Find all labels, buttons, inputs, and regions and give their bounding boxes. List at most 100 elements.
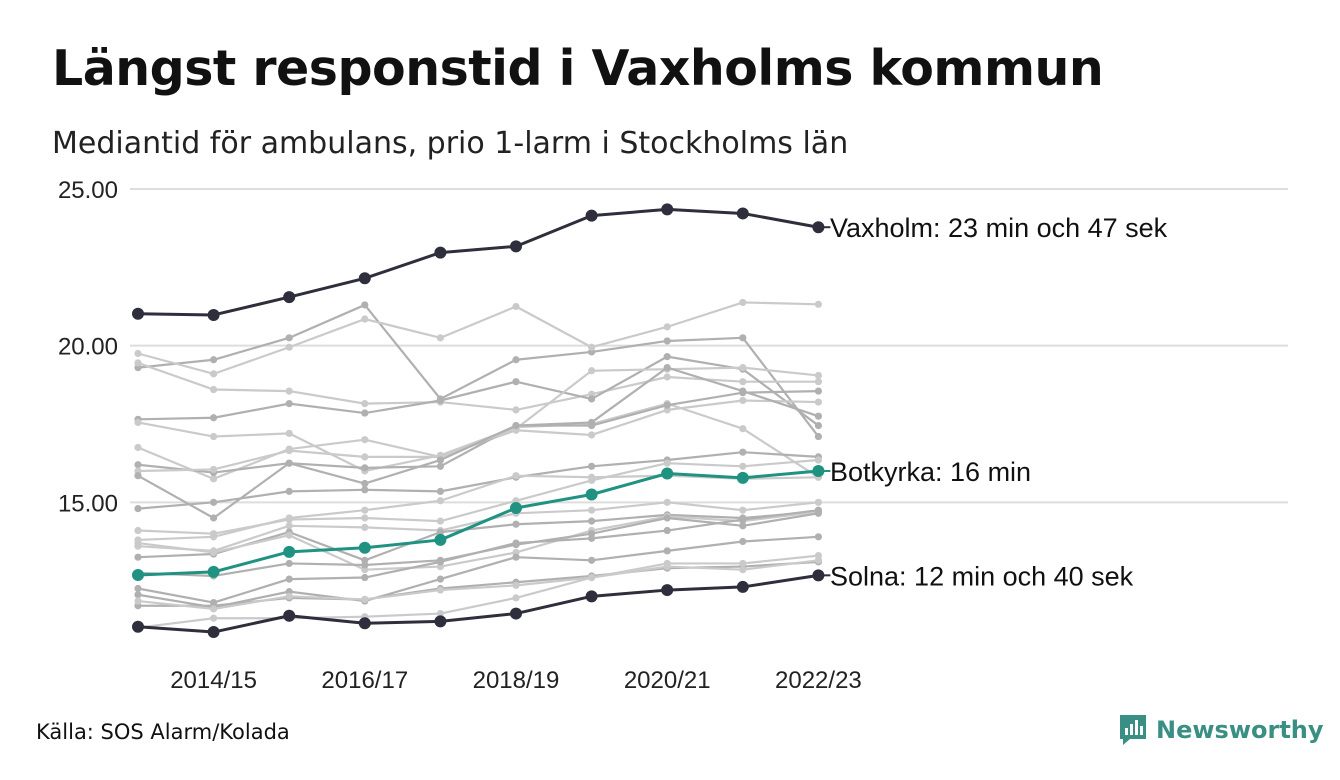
data-point	[512, 406, 520, 414]
series-vaxholm	[132, 203, 825, 321]
data-point	[814, 398, 823, 406]
data-point	[663, 401, 671, 409]
end-label-botkyrka: Botkyrka: 16 min	[830, 457, 1031, 487]
data-point	[588, 534, 596, 542]
data-point	[361, 573, 369, 582]
data-point	[436, 558, 444, 566]
data-point	[739, 364, 747, 372]
data-point	[436, 517, 444, 525]
data-point	[663, 526, 671, 535]
data-point	[361, 514, 369, 522]
data-point	[512, 378, 520, 386]
data-point	[814, 378, 823, 386]
data-point	[814, 387, 823, 395]
data-point	[285, 400, 293, 408]
data-point	[436, 487, 444, 495]
data-point	[510, 501, 522, 514]
data-point	[134, 597, 142, 605]
data-point	[134, 418, 142, 427]
data-point	[361, 315, 369, 323]
background-series-line	[134, 556, 823, 632]
data-point	[739, 515, 747, 524]
series-line	[136, 535, 820, 609]
data-point	[361, 595, 369, 604]
data-point	[739, 566, 747, 574]
data-point	[210, 432, 218, 441]
data-point	[285, 447, 293, 455]
data-point	[361, 453, 369, 461]
series-line	[136, 390, 820, 474]
data-point	[134, 539, 142, 547]
chart-subtitle: Mediantid för ambulans, prio 1-larm i St…	[52, 126, 849, 161]
data-point	[358, 272, 371, 285]
data-point	[361, 400, 369, 408]
series-line	[136, 559, 820, 629]
data-point	[134, 443, 142, 452]
data-point	[285, 487, 293, 495]
data-point	[663, 459, 671, 467]
data-point	[588, 473, 596, 481]
data-point	[361, 486, 369, 494]
data-point	[814, 498, 823, 506]
data-point	[661, 467, 674, 480]
data-point	[434, 615, 447, 628]
data-point	[134, 349, 142, 358]
data-point	[661, 203, 674, 216]
data-point	[739, 559, 747, 568]
data-point	[588, 506, 596, 514]
data-point	[436, 497, 444, 505]
line-chart: 15.00 20.00 25.00 2014/15 2016/17 2018/19 202…	[58, 177, 1288, 694]
data-point	[512, 356, 520, 364]
data-point	[588, 343, 596, 351]
background-series	[134, 298, 823, 632]
series-line	[136, 573, 820, 634]
series-line	[136, 451, 820, 510]
data-point	[436, 456, 444, 464]
data-point	[134, 591, 142, 599]
data-point	[814, 506, 823, 514]
data-point	[588, 573, 596, 582]
data-point	[661, 584, 674, 597]
data-point	[134, 359, 142, 367]
data-point	[434, 533, 447, 546]
series-line	[136, 355, 820, 427]
series-solna	[132, 569, 825, 639]
series-line	[136, 469, 820, 577]
x-axis-tick-labels: 2014/15 2016/17 2018/19 2020/21 2022/23	[170, 667, 862, 694]
data-point	[512, 594, 520, 602]
data-point	[814, 412, 823, 420]
data-point	[436, 575, 444, 583]
data-point	[588, 418, 596, 427]
data-point	[210, 533, 218, 541]
data-point	[663, 547, 671, 555]
data-point	[132, 569, 144, 582]
data-point	[739, 387, 747, 395]
brand-name: Newsworthy	[1156, 716, 1324, 744]
data-point	[814, 371, 823, 380]
data-point	[663, 562, 671, 571]
data-point	[436, 462, 444, 470]
data-point	[512, 581, 520, 589]
data-point	[739, 522, 747, 530]
data-point	[207, 626, 220, 639]
data-point	[210, 370, 218, 378]
data-point	[736, 207, 749, 220]
data-point	[210, 356, 218, 364]
x-tick-label: 2016/17	[321, 667, 408, 694]
series-line	[136, 501, 820, 553]
data-point	[285, 343, 293, 351]
data-point	[361, 506, 369, 514]
data-point	[134, 553, 142, 561]
y-tick-label: 25.00	[58, 177, 118, 204]
data-point	[739, 537, 747, 546]
data-point	[814, 300, 823, 308]
data-point	[814, 432, 823, 441]
data-point	[436, 334, 444, 342]
data-point	[361, 436, 369, 444]
data-point	[436, 609, 444, 618]
data-point	[361, 464, 369, 472]
data-point	[210, 614, 218, 622]
data-point	[283, 545, 296, 558]
data-point	[210, 548, 218, 557]
x-tick-label: 2014/15	[170, 667, 257, 694]
